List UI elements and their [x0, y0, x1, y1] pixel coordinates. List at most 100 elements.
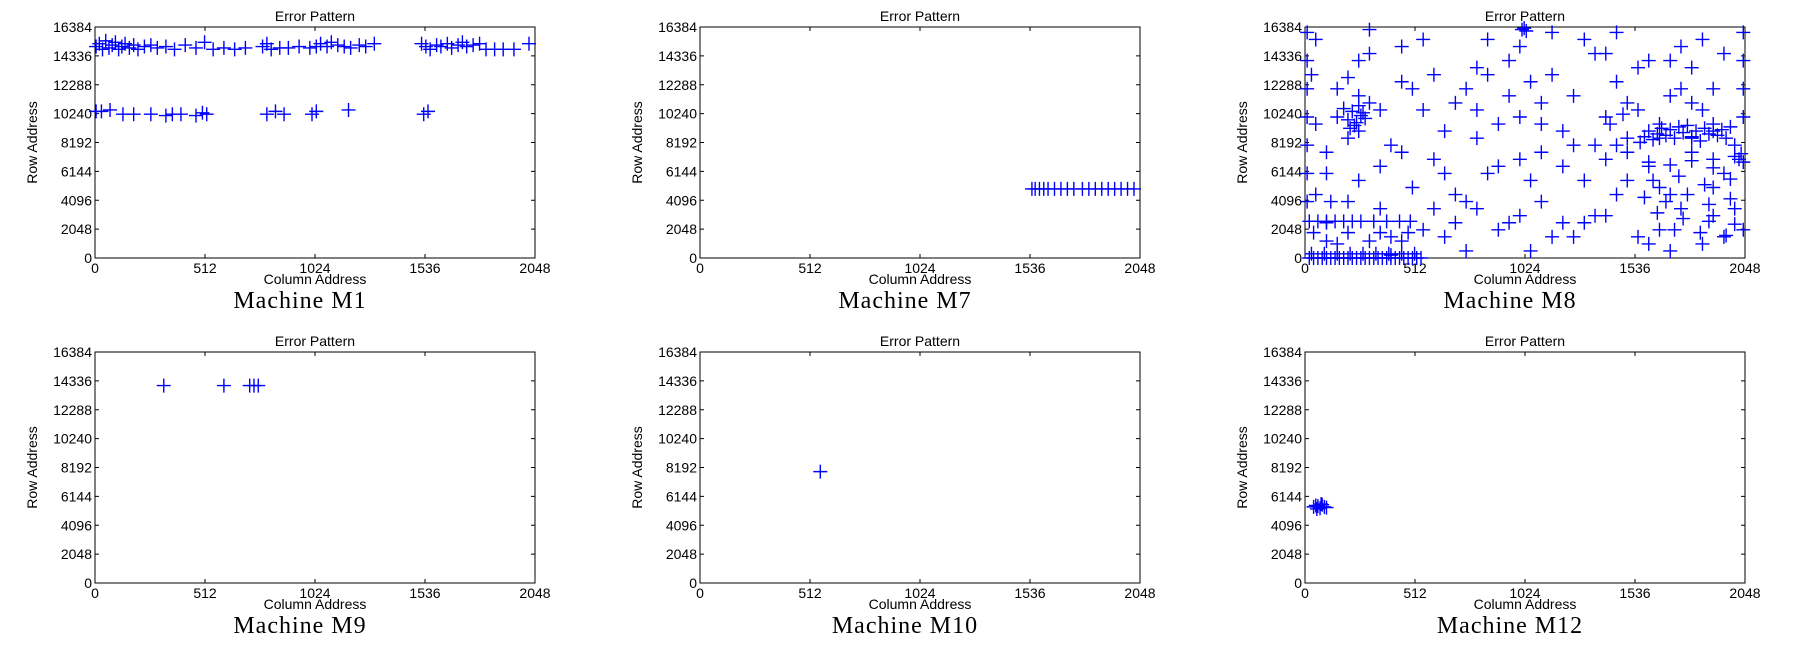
data-point: [1609, 25, 1624, 40]
data-point: [150, 40, 165, 55]
data-point: [1512, 39, 1527, 54]
plot-m10: Error Pattern020484096614481921024012288…: [629, 333, 1156, 612]
data-point: [1523, 173, 1538, 188]
plot-area: [94, 26, 536, 259]
y-tick-label: 14336: [658, 48, 697, 64]
data-point: [1684, 153, 1699, 168]
data-point: [1566, 229, 1581, 244]
data-point: [1373, 159, 1388, 174]
data-point: [1362, 46, 1377, 61]
y-axis-label: Row Address: [1234, 426, 1250, 508]
data-point: [1304, 67, 1319, 82]
y-tick-label: 6144: [666, 163, 697, 179]
data-point: [1480, 32, 1495, 47]
y-tick-label: 8192: [1271, 135, 1302, 151]
data-point: [1469, 60, 1484, 75]
x-tick-label: 0: [696, 585, 704, 601]
data-point: [367, 36, 382, 51]
data-point: [1437, 166, 1452, 181]
data-point: [268, 104, 283, 119]
data-point: [1373, 225, 1388, 240]
y-tick-label: 8192: [61, 460, 92, 476]
data-point: [1555, 124, 1570, 139]
data-point: [1680, 118, 1695, 133]
data-point: [238, 40, 253, 55]
y-tick-label: 12288: [1263, 402, 1302, 418]
data-point: [1308, 187, 1323, 202]
x-tick-label: 1024: [904, 260, 935, 276]
data-point: [1383, 229, 1398, 244]
x-tick-label: 2048: [1729, 585, 1760, 601]
y-tick-label: 10240: [658, 106, 697, 122]
data-point: [1695, 236, 1710, 251]
y-tick-label: 14336: [53, 373, 92, 389]
y-tick-label: 0: [689, 250, 697, 266]
data-point: [1695, 102, 1710, 117]
data-point: [111, 42, 126, 57]
data-point: [1534, 145, 1549, 160]
data-point: [1448, 215, 1463, 230]
x-tick-label: 2048: [1729, 260, 1760, 276]
chart-panel-m9: Error Pattern 0 2048 4096 6144 8192 10240 12288…: [0, 325, 600, 650]
data-point: [1637, 190, 1652, 205]
data-point: [1448, 187, 1463, 202]
data-point: [197, 35, 212, 50]
x-tick-label: 0: [696, 260, 704, 276]
data-point: [103, 102, 118, 117]
y-axis-label: Row Address: [629, 101, 645, 183]
y-tick-label: 16384: [53, 344, 92, 360]
data-point: [1609, 138, 1624, 153]
data-point: [1319, 166, 1334, 181]
data-point: [1379, 214, 1394, 229]
data-point: [330, 38, 345, 53]
data-point: [1416, 222, 1431, 237]
plot-area: [94, 351, 536, 584]
data-series: [1306, 497, 1334, 516]
data-point: [1714, 122, 1729, 137]
caption-m7: Machine M7: [838, 288, 972, 314]
y-tick-label: 16384: [658, 19, 697, 35]
data-point: [1676, 125, 1691, 140]
y-tick-label: 8192: [61, 135, 92, 151]
data-point: [433, 39, 448, 54]
data-point: [1689, 124, 1704, 139]
data-point: [1512, 110, 1527, 125]
caption-m10: Machine M10: [831, 613, 979, 639]
y-tick-label: 12288: [658, 77, 697, 93]
x-tick-label: 512: [193, 585, 217, 601]
data-point: [1319, 500, 1334, 515]
data-point: [1555, 215, 1570, 230]
data-point: [1684, 95, 1699, 110]
data-point: [1426, 67, 1441, 82]
data-point: [1736, 155, 1751, 170]
data-point: [1663, 122, 1678, 137]
plot-area: [699, 351, 1141, 584]
plot-m8: Error Pattern020484096614481921024012288…: [1234, 8, 1761, 287]
chart-title: Error Pattern: [1485, 333, 1565, 349]
data-point: [1598, 152, 1613, 167]
x-axis-label: Column Address: [869, 271, 972, 287]
data-point: [292, 39, 307, 54]
data-point: [466, 38, 481, 53]
data-point: [1697, 177, 1712, 192]
y-tick-label: 14336: [1263, 373, 1302, 389]
y-tick-label: 2048: [1271, 546, 1302, 562]
data-point: [1577, 32, 1592, 47]
data-point: [1603, 117, 1618, 132]
data-point: [1426, 152, 1441, 167]
x-tick-label: 2048: [1124, 260, 1155, 276]
data-point: [1403, 214, 1418, 229]
data-point: [1356, 105, 1371, 120]
data-point: [1373, 102, 1388, 117]
data-point: [94, 104, 109, 119]
x-tick-label: 512: [1403, 585, 1427, 601]
data-point: [173, 107, 188, 122]
data-point: [1343, 121, 1358, 136]
x-axis-label: Column Address: [869, 596, 972, 612]
y-tick-label: 2048: [666, 221, 697, 237]
data-point: [1671, 169, 1686, 184]
data-point: [1706, 81, 1721, 96]
data-point: [1340, 70, 1355, 85]
data-point: [1512, 208, 1527, 223]
data-point: [1706, 180, 1721, 195]
